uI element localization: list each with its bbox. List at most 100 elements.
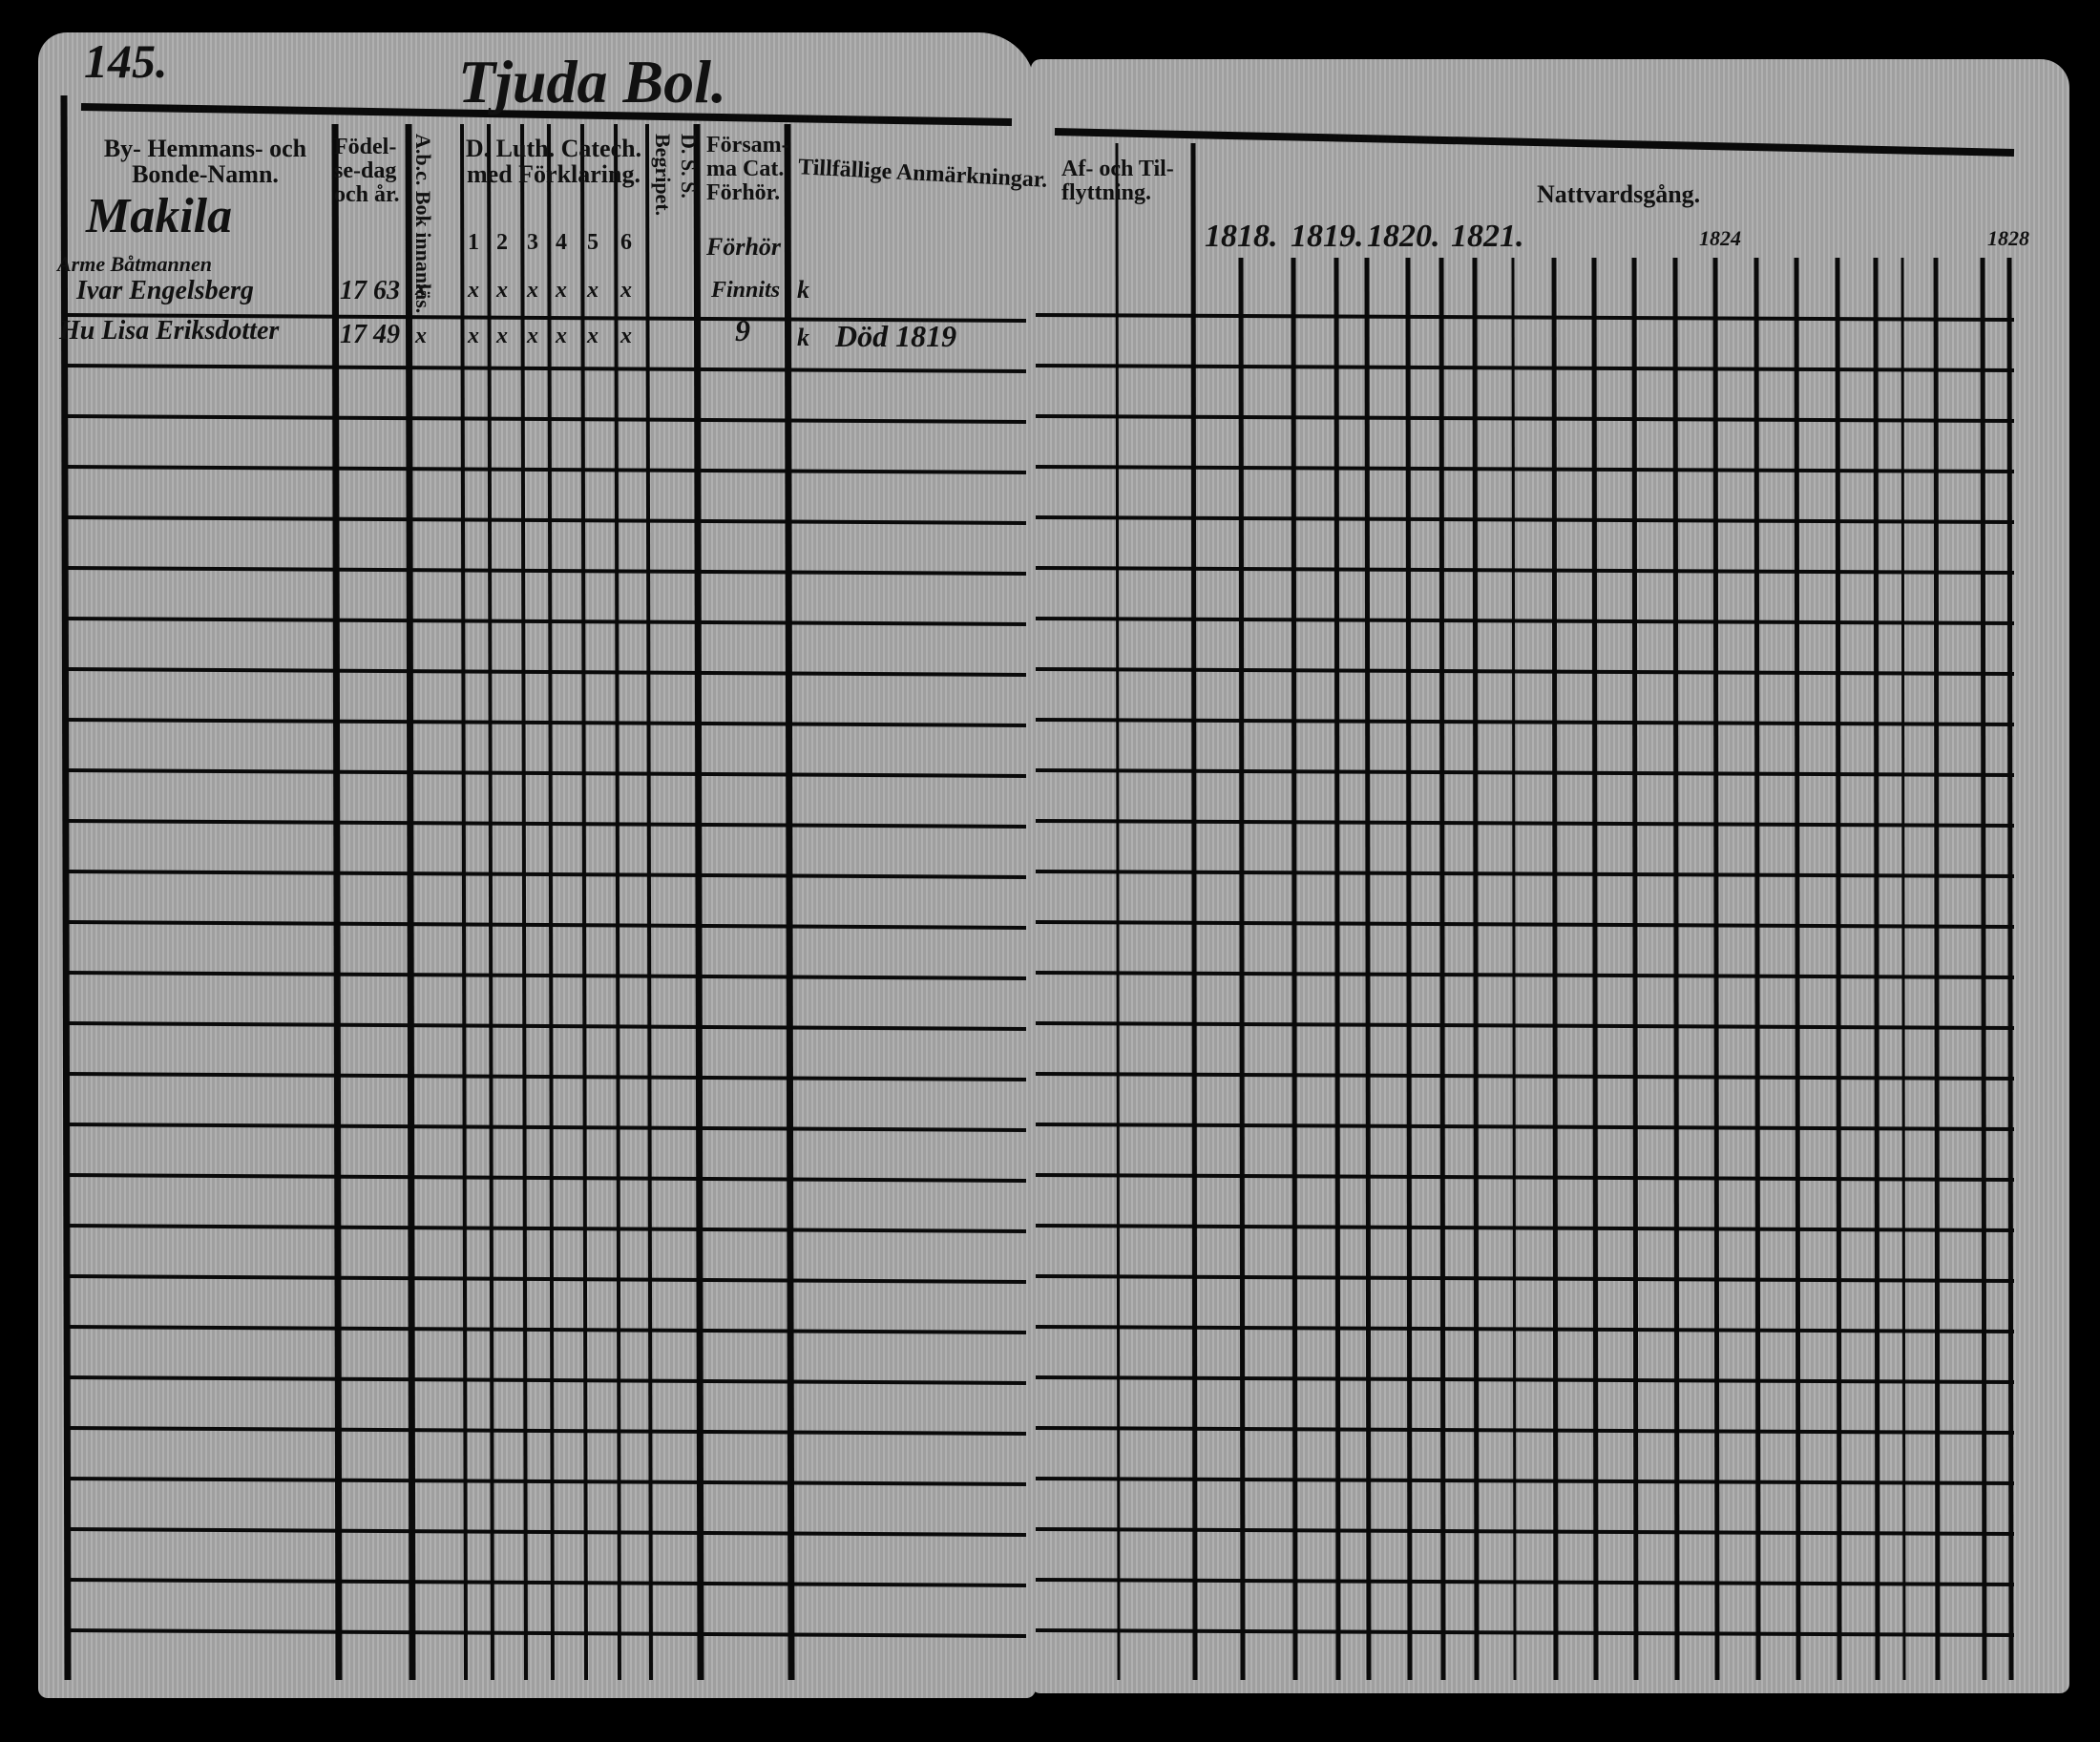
- column-rule: [614, 123, 621, 1681]
- row-rule: [1035, 1375, 2015, 1384]
- column-rule: [1980, 257, 1987, 1681]
- catechism-mark: x: [468, 324, 479, 348]
- row-rule: [66, 1375, 1027, 1385]
- column-rule: [1933, 257, 1941, 1681]
- header-communion: Nattvardsgång.: [1537, 180, 1701, 208]
- column-rule: [487, 123, 494, 1681]
- row-rule: [66, 718, 1027, 727]
- catechism-mark: x: [527, 278, 538, 303]
- column-rule: [460, 123, 468, 1681]
- forhor-header-note: Förhör: [706, 233, 782, 261]
- column-rule: [1291, 257, 1298, 1681]
- row-rule: [1035, 1477, 2015, 1485]
- row-rule: [1035, 870, 2015, 878]
- row-rule: [66, 819, 1027, 829]
- top-rule: [80, 103, 1013, 126]
- catechism-column-number: 4: [556, 230, 567, 255]
- communion-year: 1820.: [1367, 219, 1440, 254]
- parish-title: Tjuda Bol.: [458, 48, 726, 115]
- left-page: [38, 32, 1036, 1698]
- catechism-column-number: 3: [527, 230, 538, 255]
- catechism-mark: x: [587, 278, 598, 303]
- row-rule: [66, 1325, 1027, 1334]
- row-rule: [66, 1527, 1027, 1537]
- entry-birth: 17 49: [340, 320, 400, 349]
- column-rule: [580, 123, 588, 1681]
- header-abc: A.b.c. Bok innanläs.: [411, 134, 436, 314]
- row-rule: [1035, 313, 2015, 322]
- column-rule: [1754, 257, 1761, 1681]
- row-rule: [1035, 465, 2015, 473]
- header-names: By- Hemmans- och Bonde-Namn.: [103, 135, 307, 189]
- row-rule: [1035, 920, 2015, 929]
- row-rule: [66, 1224, 1027, 1233]
- row-rule: [1035, 1224, 2015, 1232]
- catechism-mark: x: [496, 278, 508, 303]
- column-rule: [1190, 142, 1198, 1681]
- row-rule: [1035, 1072, 2015, 1081]
- communion-year: 1828: [1987, 226, 2029, 250]
- row-rule: [1035, 414, 2015, 423]
- row-rule: [66, 768, 1027, 778]
- catechism-column-number: 2: [496, 230, 508, 255]
- entry-name: Hu Lisa Eriksdotter: [59, 316, 280, 346]
- village-name: Makila: [86, 189, 233, 243]
- row-rule: [1035, 1426, 2015, 1435]
- row-rule: [1035, 1527, 2015, 1536]
- column-rule: [2006, 257, 2014, 1681]
- row-rule: [1035, 1628, 2015, 1637]
- column-rule: [1712, 257, 1720, 1681]
- row-rule: [1035, 819, 2015, 828]
- column-rule: [547, 123, 555, 1681]
- row-rule: [66, 515, 1027, 525]
- catechism-mark: x: [527, 324, 538, 348]
- row-rule: [1035, 1325, 2015, 1333]
- communion-year: 1818.: [1205, 219, 1278, 254]
- catechism-mark: x: [587, 324, 598, 348]
- row-rule: [1035, 768, 2015, 777]
- entry-mark: k: [797, 276, 809, 304]
- entry-title: Arme Båtmannen: [57, 252, 212, 276]
- entry-mark: k: [797, 324, 809, 351]
- column-rule: [1238, 257, 1246, 1681]
- row-rule: [66, 414, 1027, 424]
- communion-year: 1819.: [1291, 219, 1364, 254]
- row-rule: [66, 1173, 1027, 1183]
- catechism-mark: x: [556, 278, 567, 303]
- column-rule: [1631, 257, 1639, 1681]
- row-rule: [66, 566, 1027, 576]
- column-rule: [693, 123, 704, 1681]
- column-rule: [405, 123, 416, 1681]
- column-rule: [645, 123, 653, 1681]
- column-rule: [1794, 257, 1801, 1681]
- entry-abc: x: [415, 324, 427, 348]
- catechism-mark: x: [468, 278, 479, 303]
- column-rule: [1551, 257, 1559, 1681]
- page-number: 145.: [84, 34, 168, 88]
- row-rule: [66, 364, 1027, 373]
- column-rule: [1334, 257, 1341, 1681]
- catechism-column-number: 6: [620, 230, 632, 255]
- row-rule: [1035, 364, 2015, 372]
- row-rule: [1035, 1274, 2015, 1283]
- row-rule: [66, 1578, 1027, 1587]
- column-rule: [1364, 257, 1372, 1681]
- row-rule: [66, 920, 1027, 930]
- row-rule: [66, 971, 1027, 980]
- row-rule: [66, 1123, 1027, 1132]
- row-rule: [1035, 1173, 2015, 1182]
- entry-forhor: Finnits: [711, 278, 781, 303]
- column-rule: [1835, 257, 1842, 1681]
- row-rule: [66, 465, 1027, 474]
- row-rule: [1035, 1578, 2015, 1586]
- entry-birth: 17 63: [340, 276, 400, 305]
- header-forsam: Försam-ma Cat. Förhör.: [706, 133, 789, 206]
- header-birth: Födel-se-dag och år.: [334, 135, 400, 208]
- header-dss: D. S. S.: [677, 134, 702, 199]
- column-rule: [1511, 257, 1517, 1681]
- catechism-mark: x: [620, 324, 632, 348]
- entry-name: Ivar Engelsberg: [76, 276, 254, 305]
- row-rule: [66, 1477, 1027, 1486]
- row-rule: [1035, 667, 2015, 676]
